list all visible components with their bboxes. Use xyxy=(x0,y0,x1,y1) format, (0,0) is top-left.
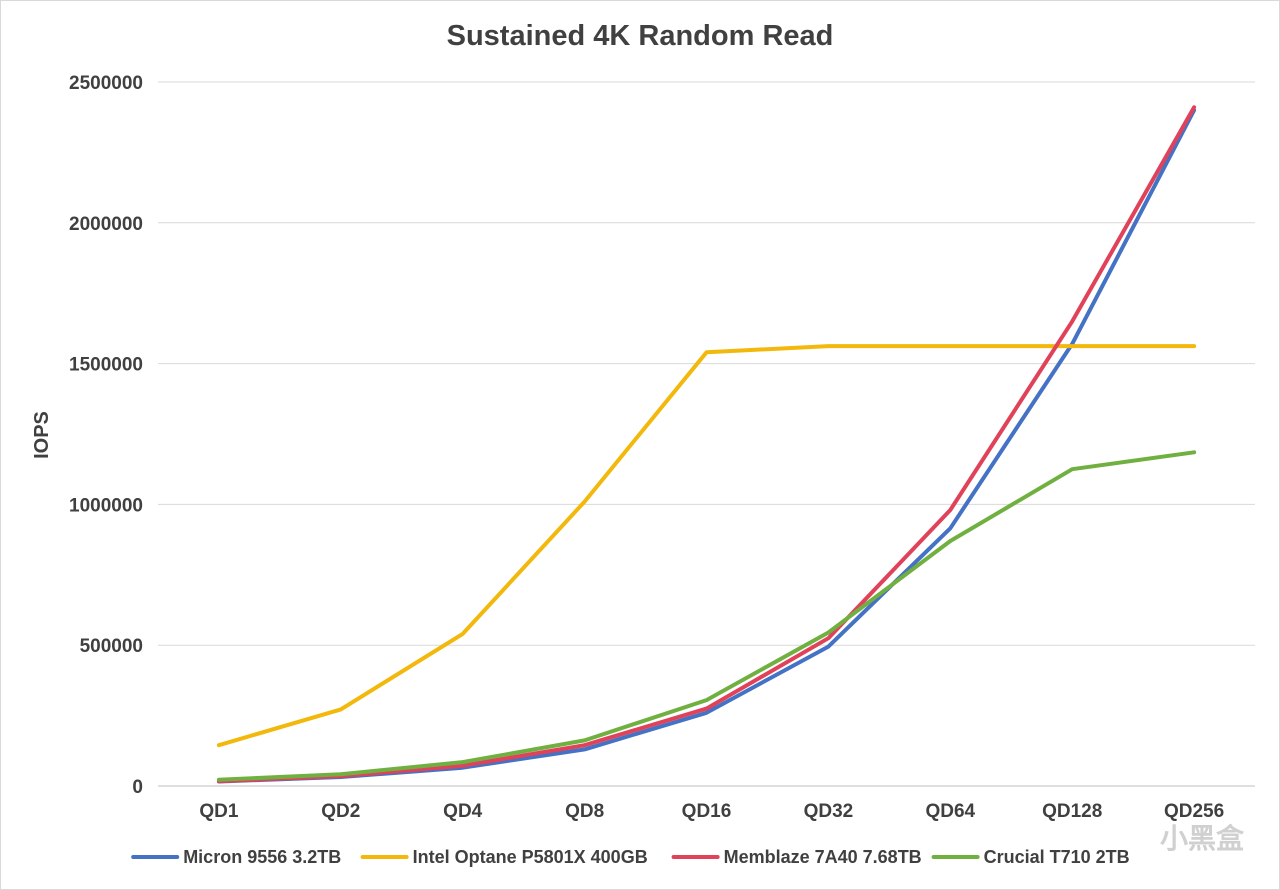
grid-layer xyxy=(158,81,1255,787)
x-tick-label: QD64 xyxy=(925,801,975,822)
x-axis-ticks: QD1 QD2 QD4 QD8 QD16 QD32 QD64 QD128 QD256 xyxy=(199,801,1224,822)
y-tick-label: 500000 xyxy=(80,636,143,657)
legend-item: Intel Optane P5801X 400GB xyxy=(360,847,648,867)
x-tick-label: QD128 xyxy=(1042,801,1102,822)
series-layer xyxy=(216,105,1197,784)
legend-label: Intel Optane P5801X 400GB xyxy=(413,847,648,867)
legend-item: Memblaze 7A40 7.68TB xyxy=(671,847,922,867)
y-axis-label: IOPS xyxy=(31,411,53,459)
x-tick-label: QD32 xyxy=(804,801,854,822)
legend-item: Crucial T710 2TB xyxy=(931,847,1130,867)
series-line-4 xyxy=(216,450,1197,782)
y-tick-label: 1000000 xyxy=(69,495,143,516)
y-tick-label: 1500000 xyxy=(69,355,143,376)
y-axis-ticks: 0 500000 1000000 1500000 2000000 2500000 xyxy=(69,73,143,798)
x-tick-label: QD16 xyxy=(682,801,732,822)
legend-label: Micron 9556 3.2TB xyxy=(183,847,341,867)
x-tick-label: QD256 xyxy=(1164,801,1224,822)
y-tick-label: 2000000 xyxy=(69,214,143,235)
series-line-2 xyxy=(216,344,1197,748)
x-tick-label: QD4 xyxy=(443,801,483,822)
legend-item: Micron 9556 3.2TB xyxy=(131,847,341,867)
x-tick-label: QD8 xyxy=(565,801,604,822)
series-line-3 xyxy=(216,105,1197,784)
legend-label: Memblaze 7A40 7.68TB xyxy=(724,847,922,867)
legend: Micron 9556 3.2TB Intel Optane P5801X 400… xyxy=(131,847,1130,867)
chart-title: Sustained 4K Random Read xyxy=(447,20,834,52)
x-tick-label: QD2 xyxy=(321,801,360,822)
x-tick-label: QD1 xyxy=(199,801,239,822)
y-tick-label: 2500000 xyxy=(69,73,143,94)
watermark-logo: 小黑盒 xyxy=(1160,822,1245,855)
y-tick-label: 0 xyxy=(132,777,143,798)
legend-label: Crucial T710 2TB xyxy=(984,847,1130,867)
